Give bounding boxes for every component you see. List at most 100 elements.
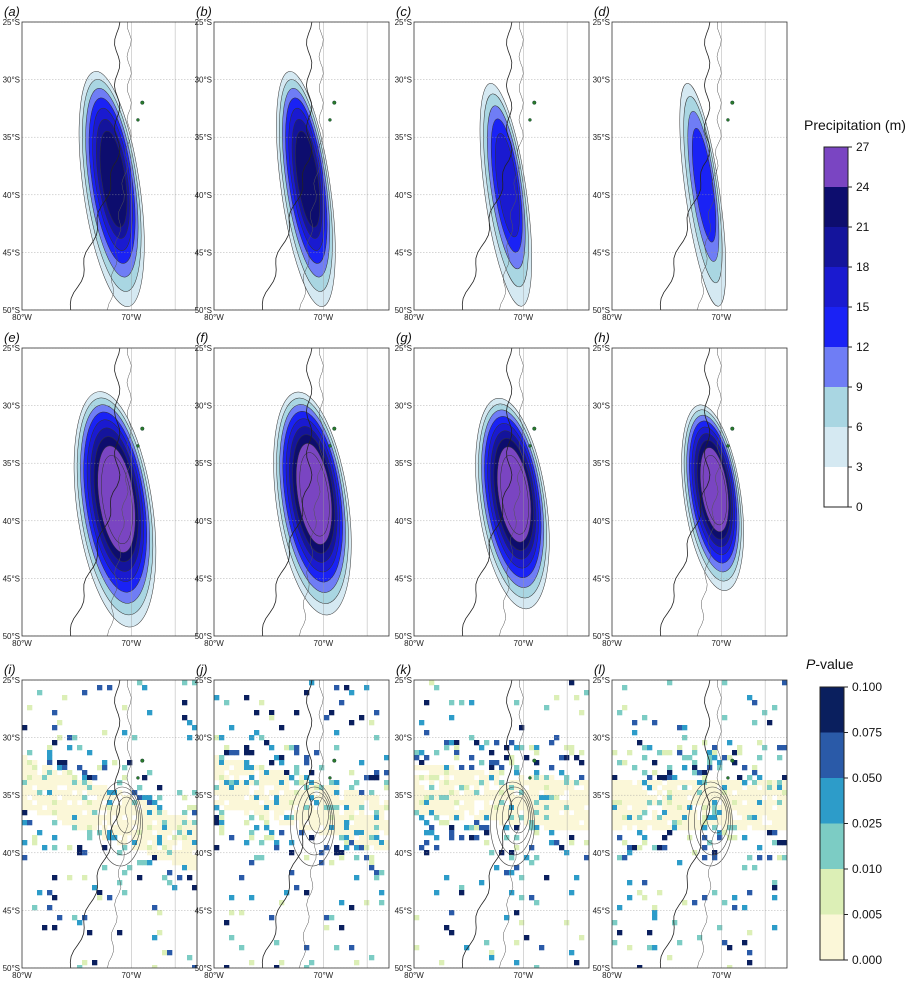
pvalue-cell <box>294 750 300 756</box>
pvalue-cell <box>157 810 163 816</box>
pvalue-cell <box>569 815 575 821</box>
pvalue-cell <box>534 775 540 781</box>
pvalue-cell <box>259 790 265 796</box>
pvalue-cell <box>147 770 153 776</box>
pvalue-cell <box>112 830 118 836</box>
pvalue-cell <box>449 700 455 706</box>
pvalue-cell <box>692 900 698 906</box>
pvalue-cell <box>182 865 188 871</box>
pvalue-cell <box>677 815 683 821</box>
pvalue-cell <box>667 810 673 816</box>
pvalue-cell <box>554 840 560 846</box>
lat-tick-label: 25°S <box>593 18 610 27</box>
pvalue-cell <box>182 845 188 851</box>
lat-tick-label: 45°S <box>395 574 412 583</box>
pvalue-cell <box>147 825 153 831</box>
pvalue-cell <box>364 855 370 861</box>
pvalue-cell <box>239 765 245 771</box>
pvalue-cell <box>469 700 475 706</box>
pvalue-cell <box>682 785 688 791</box>
pvalue-cell <box>697 780 703 786</box>
pvalue-cell <box>772 790 778 796</box>
pvalue-cell <box>374 800 380 806</box>
lat-tick-label: 30°S <box>3 734 20 743</box>
pvalue-contour <box>104 786 141 856</box>
pvalue-cell <box>117 810 123 816</box>
pvalue-cell <box>359 760 365 766</box>
pvalue-cell <box>534 780 540 786</box>
lake-marker <box>532 426 537 431</box>
pvalue-cell <box>77 820 83 826</box>
pvalue-cell <box>97 805 103 811</box>
pvalue-cell <box>289 790 295 796</box>
pvalue-cell <box>244 760 250 766</box>
pvalue-cell <box>344 835 350 841</box>
lake-marker <box>528 776 532 780</box>
pvalue-cell <box>117 850 123 856</box>
pvalue-cell <box>374 845 380 851</box>
pvalue-cell <box>419 845 425 851</box>
pvalue-cell <box>667 765 673 771</box>
pvalue-cell <box>142 860 148 866</box>
pvalue-cell <box>142 825 148 831</box>
pvalue-cell <box>742 940 748 946</box>
lake-marker <box>730 426 735 431</box>
pvalue-cell <box>494 805 500 811</box>
pvalue-cell <box>369 860 375 866</box>
pvalue-cell <box>334 800 340 806</box>
pvalue-cell <box>259 700 265 706</box>
pvalue-cell <box>677 820 683 826</box>
lake-marker <box>528 444 532 448</box>
pvalue-cell <box>324 820 330 826</box>
pvalue-cell <box>344 840 350 846</box>
pvalue-cell <box>627 750 633 756</box>
pvalue-cell <box>379 870 385 876</box>
panel-map-content <box>214 348 389 636</box>
pvalue-cell <box>229 835 235 841</box>
pvalue-cell <box>162 850 168 856</box>
pvalue-cell <box>27 805 33 811</box>
pvalue-cell <box>97 830 103 836</box>
pvalue-cell <box>747 795 753 801</box>
pvalue-cell <box>254 810 260 816</box>
pvalue-cell <box>177 860 183 866</box>
pvalue-cell <box>92 885 98 891</box>
pvalue-cell <box>309 960 315 966</box>
pvalue-cell <box>354 800 360 806</box>
pvalue-cell <box>167 855 173 861</box>
pvalue-cell <box>72 810 78 816</box>
pvalue-cell <box>279 810 285 816</box>
lon-tick-label: 80°W <box>404 313 424 322</box>
pvalue-cell <box>122 835 128 841</box>
pvalue-cell <box>554 820 560 826</box>
pvalue-cell <box>732 780 738 786</box>
pvalue-cell <box>672 920 678 926</box>
pvalue-cell <box>214 820 220 826</box>
pvalue-cell <box>682 825 688 831</box>
pvalue-cell <box>677 800 683 806</box>
pvalue-cell <box>612 795 618 801</box>
pvalue-cell <box>732 800 738 806</box>
pvalue-cell <box>299 775 305 781</box>
pvalue-cell <box>544 785 550 791</box>
pvalue-cell <box>344 845 350 851</box>
pvalue-cell <box>284 800 290 806</box>
pvalue-cell <box>309 835 315 841</box>
pvalue-cell <box>449 800 455 806</box>
pvalue-contour <box>706 796 727 834</box>
pvalue-cell <box>229 750 235 756</box>
pvalue-cell <box>254 730 260 736</box>
pvalue-cell <box>574 695 580 701</box>
pvalue-cell <box>67 775 73 781</box>
pvalue-cell <box>534 785 540 791</box>
pvalue-cell <box>107 830 113 836</box>
pvalue-cell <box>52 785 58 791</box>
pvalue-cell <box>339 900 345 906</box>
pvalue-cell <box>162 875 168 881</box>
pvalue-cell <box>454 770 460 776</box>
pvalue-cell <box>579 810 585 816</box>
pvalue-cell <box>529 805 535 811</box>
pvalue-cell <box>374 815 380 821</box>
pvalue-cell <box>642 745 648 751</box>
pvalue-cell <box>269 800 275 806</box>
